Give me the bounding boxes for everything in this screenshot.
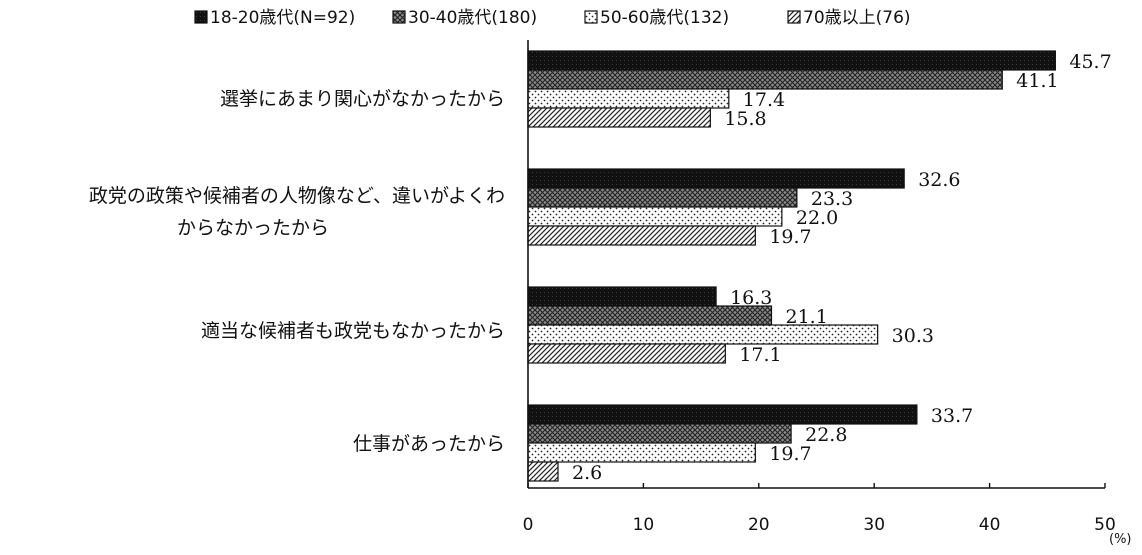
legend-swatch xyxy=(584,10,598,24)
data-label: 19.7 xyxy=(769,226,811,248)
data-label: 22.0 xyxy=(796,207,838,229)
category-labels: 選挙にあまり関心がなかったから政党の政策や候補者の人物像など、違いがよくわからな… xyxy=(89,88,505,455)
data-label: 15.8 xyxy=(724,108,766,130)
legend-label: 18-20歳代(N=92) xyxy=(210,8,355,28)
bar xyxy=(527,69,1003,90)
data-label: 41.1 xyxy=(1016,70,1058,92)
bar xyxy=(527,168,905,189)
bar xyxy=(527,225,756,246)
legend-label: 30-40歳代(180) xyxy=(408,8,537,28)
category-label: 選挙にあまり関心がなかったから xyxy=(220,88,505,110)
data-label: 17.4 xyxy=(743,89,785,111)
legend-item: 18-20歳代(N=92) xyxy=(194,8,355,28)
category-label-text: 選挙にあまり関心がなかったから xyxy=(220,88,505,110)
category-label-text: 適当な候補者も政党もなかったから xyxy=(201,320,505,342)
data-label: 45.7 xyxy=(1069,51,1111,73)
data-label: 22.8 xyxy=(805,424,847,446)
category-label: 仕事があったから xyxy=(353,433,505,455)
bar xyxy=(527,286,717,307)
value-labels: 45.741.117.415.832.623.322.019.716.321.1… xyxy=(572,51,1112,484)
x-tick-label: 0 xyxy=(523,515,534,535)
category-label-line: 政党の政策や候補者の人物像など、違いがよくわ xyxy=(89,185,505,207)
data-label: 23.3 xyxy=(811,188,853,210)
data-label: 19.7 xyxy=(769,443,811,465)
data-label: 17.1 xyxy=(739,344,781,366)
legend-swatch xyxy=(194,10,208,24)
data-label: 2.6 xyxy=(572,462,602,484)
legend: 18-20歳代(N=92) 30-40歳代(180) 50-60歳代(132) 70歳… xyxy=(194,8,911,28)
category-label-text: 仕事があったから xyxy=(353,433,505,455)
bar xyxy=(527,423,792,444)
bar xyxy=(527,442,756,463)
legend-label: 70歳以上(76) xyxy=(803,8,911,28)
x-tick-label: 50 xyxy=(1094,515,1116,535)
bar xyxy=(527,187,798,208)
legend-swatch xyxy=(787,10,801,24)
x-tick-label: 30 xyxy=(863,515,885,535)
bar xyxy=(527,343,726,364)
x-tick-label: 40 xyxy=(979,515,1001,535)
legend-item: 70歳以上(76) xyxy=(787,8,911,28)
bar xyxy=(527,107,711,128)
category-label: 適当な候補者も政党もなかったから xyxy=(201,320,505,342)
bars xyxy=(527,50,1056,482)
axes: 0 10 20 30 40 50(%) xyxy=(523,40,1132,547)
bar xyxy=(527,404,918,425)
bar xyxy=(527,88,730,109)
axis-unit-label: (%) xyxy=(1109,532,1132,547)
data-label: 33.7 xyxy=(931,405,973,427)
bar xyxy=(527,461,559,482)
legend-label: 50-60歳代(132) xyxy=(600,8,729,28)
legend-swatch xyxy=(392,10,406,24)
x-tick-label: 20 xyxy=(748,515,770,535)
data-label: 32.6 xyxy=(918,169,960,191)
bar xyxy=(527,50,1056,71)
legend-item: 30-40歳代(180) xyxy=(392,8,537,28)
x-tick-label: 10 xyxy=(633,515,655,535)
data-label: 21.1 xyxy=(785,306,827,328)
legend-item: 50-60歳代(132) xyxy=(584,8,729,28)
bar xyxy=(527,206,783,227)
data-label: 16.3 xyxy=(730,287,772,309)
data-label: 30.3 xyxy=(892,325,934,347)
category-label-line: からなかったから xyxy=(177,217,329,239)
